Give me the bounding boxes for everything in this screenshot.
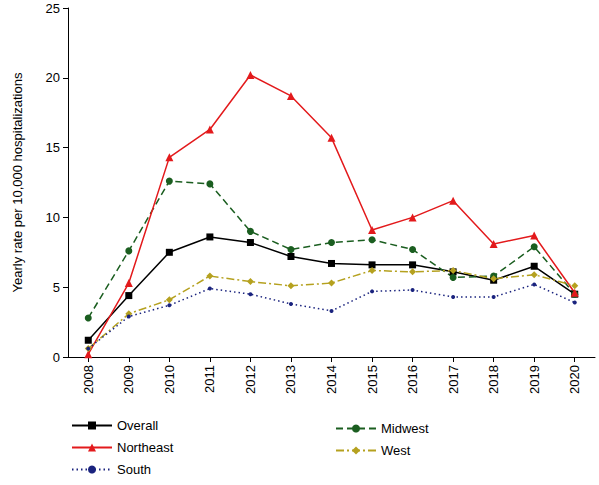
- svg-text:2020: 2020: [567, 365, 582, 394]
- svg-text:2017: 2017: [446, 365, 461, 394]
- svg-text:5: 5: [53, 280, 60, 295]
- svg-text:2014: 2014: [324, 365, 339, 394]
- svg-text:20: 20: [46, 70, 60, 85]
- svg-text:2018: 2018: [486, 365, 501, 394]
- svg-text:South: South: [117, 462, 151, 477]
- svg-text:15: 15: [46, 140, 60, 155]
- svg-text:2016: 2016: [405, 365, 420, 394]
- svg-text:2011: 2011: [202, 365, 217, 393]
- svg-text:Midwest: Midwest: [381, 421, 429, 436]
- svg-text:2013: 2013: [283, 365, 298, 394]
- svg-text:West: West: [381, 443, 411, 458]
- svg-text:2019: 2019: [527, 365, 542, 394]
- svg-text:2008: 2008: [81, 365, 96, 394]
- svg-text:2009: 2009: [121, 365, 136, 394]
- svg-text:2015: 2015: [365, 365, 380, 394]
- svg-text:10: 10: [46, 210, 60, 225]
- svg-text:25: 25: [46, 1, 60, 16]
- svg-text:2012: 2012: [243, 365, 258, 394]
- svg-text:Overall: Overall: [117, 418, 158, 433]
- svg-text:Yearly rate per 10,000 hospita: Yearly rate per 10,000 hospitalizations: [10, 72, 25, 292]
- svg-text:0: 0: [53, 350, 60, 365]
- svg-text:2010: 2010: [162, 365, 177, 394]
- svg-text:Northeast: Northeast: [117, 440, 174, 455]
